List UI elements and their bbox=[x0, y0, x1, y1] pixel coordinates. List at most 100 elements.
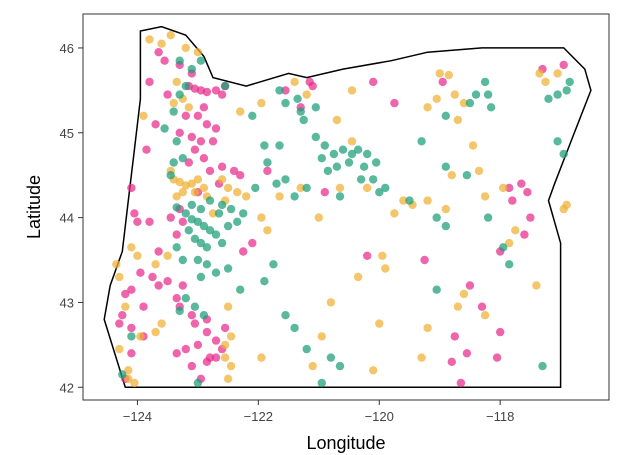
data-point bbox=[199, 154, 209, 163]
data-point bbox=[332, 115, 342, 125]
data-point bbox=[363, 183, 372, 193]
data-point bbox=[211, 268, 221, 277]
data-point bbox=[335, 361, 345, 371]
data-point bbox=[338, 145, 348, 154]
data-point bbox=[124, 374, 133, 383]
data-point bbox=[127, 183, 136, 193]
data-point bbox=[317, 332, 326, 341]
data-point bbox=[363, 251, 372, 260]
data-point bbox=[323, 166, 333, 176]
data-point bbox=[127, 349, 136, 358]
data-point bbox=[139, 302, 148, 311]
data-point bbox=[248, 111, 257, 121]
data-point bbox=[499, 243, 508, 252]
data-point bbox=[208, 209, 218, 218]
data-point bbox=[505, 260, 514, 269]
data-point bbox=[375, 319, 384, 328]
data-point bbox=[181, 81, 190, 91]
data-point bbox=[208, 137, 218, 146]
data-point bbox=[553, 69, 562, 78]
data-point bbox=[432, 285, 441, 294]
data-point bbox=[196, 272, 206, 282]
x-tick-label: −122 bbox=[244, 409, 273, 424]
data-point bbox=[335, 192, 345, 201]
data-point bbox=[465, 98, 475, 108]
data-point bbox=[223, 302, 233, 311]
data-point bbox=[269, 260, 278, 269]
data-point bbox=[172, 243, 181, 252]
data-point bbox=[175, 177, 184, 187]
data-point bbox=[196, 238, 206, 248]
data-point bbox=[217, 238, 227, 248]
data-point bbox=[483, 213, 493, 222]
data-point bbox=[281, 175, 290, 184]
data-point bbox=[447, 171, 456, 180]
data-point bbox=[172, 192, 181, 201]
data-point bbox=[184, 158, 193, 167]
data-point bbox=[308, 361, 317, 371]
x-axis: −124 −122 −120 −118 bbox=[123, 400, 514, 424]
data-point bbox=[139, 111, 148, 121]
data-point bbox=[217, 162, 227, 171]
data-point bbox=[532, 281, 541, 290]
data-point bbox=[562, 200, 571, 210]
data-point bbox=[480, 77, 490, 87]
data-point bbox=[492, 353, 502, 362]
data-point bbox=[178, 188, 187, 197]
data-point bbox=[233, 188, 242, 197]
data-point bbox=[233, 217, 242, 226]
data-point bbox=[193, 217, 203, 226]
data-point bbox=[166, 171, 175, 180]
data-point bbox=[553, 90, 562, 99]
data-point bbox=[480, 311, 490, 320]
data-point bbox=[317, 154, 326, 163]
data-point bbox=[423, 103, 432, 112]
data-point bbox=[302, 183, 311, 193]
data-point bbox=[127, 285, 136, 294]
data-point bbox=[471, 90, 481, 99]
data-point bbox=[344, 158, 354, 167]
data-point bbox=[178, 255, 187, 265]
data-point bbox=[151, 260, 160, 269]
data-point bbox=[175, 128, 184, 137]
data-point bbox=[187, 132, 196, 142]
data-point bbox=[130, 378, 139, 388]
data-point bbox=[184, 103, 193, 112]
data-point bbox=[217, 175, 227, 184]
data-point bbox=[154, 247, 163, 256]
data-point bbox=[226, 361, 236, 371]
data-point bbox=[450, 90, 459, 99]
data-point bbox=[553, 137, 562, 146]
data-point bbox=[172, 230, 181, 239]
data-point bbox=[115, 319, 124, 328]
data-point bbox=[441, 221, 450, 231]
data-point bbox=[359, 162, 369, 171]
data-point bbox=[405, 196, 414, 205]
data-point bbox=[205, 353, 215, 362]
data-point bbox=[202, 120, 212, 129]
data-point bbox=[220, 340, 230, 350]
data-point bbox=[347, 149, 357, 159]
data-point bbox=[296, 183, 305, 193]
data-point bbox=[124, 366, 133, 375]
data-point bbox=[520, 230, 529, 239]
x-tick-label: −124 bbox=[123, 409, 152, 424]
data-point bbox=[390, 98, 399, 108]
x-axis-title: Longitude bbox=[306, 433, 385, 453]
data-point bbox=[121, 289, 130, 299]
data-point bbox=[145, 77, 154, 87]
data-point bbox=[118, 311, 127, 320]
data-point bbox=[347, 86, 357, 95]
data-point bbox=[302, 344, 311, 354]
data-point bbox=[417, 137, 426, 146]
data-point bbox=[169, 98, 178, 108]
data-point bbox=[145, 217, 154, 226]
data-point bbox=[160, 56, 169, 65]
data-point bbox=[353, 272, 363, 282]
data-point bbox=[420, 255, 429, 265]
data-point bbox=[320, 141, 329, 150]
y-axis-title: Latitude bbox=[24, 175, 44, 239]
data-point bbox=[523, 188, 532, 197]
data-point bbox=[202, 87, 212, 97]
data-point bbox=[181, 43, 190, 53]
